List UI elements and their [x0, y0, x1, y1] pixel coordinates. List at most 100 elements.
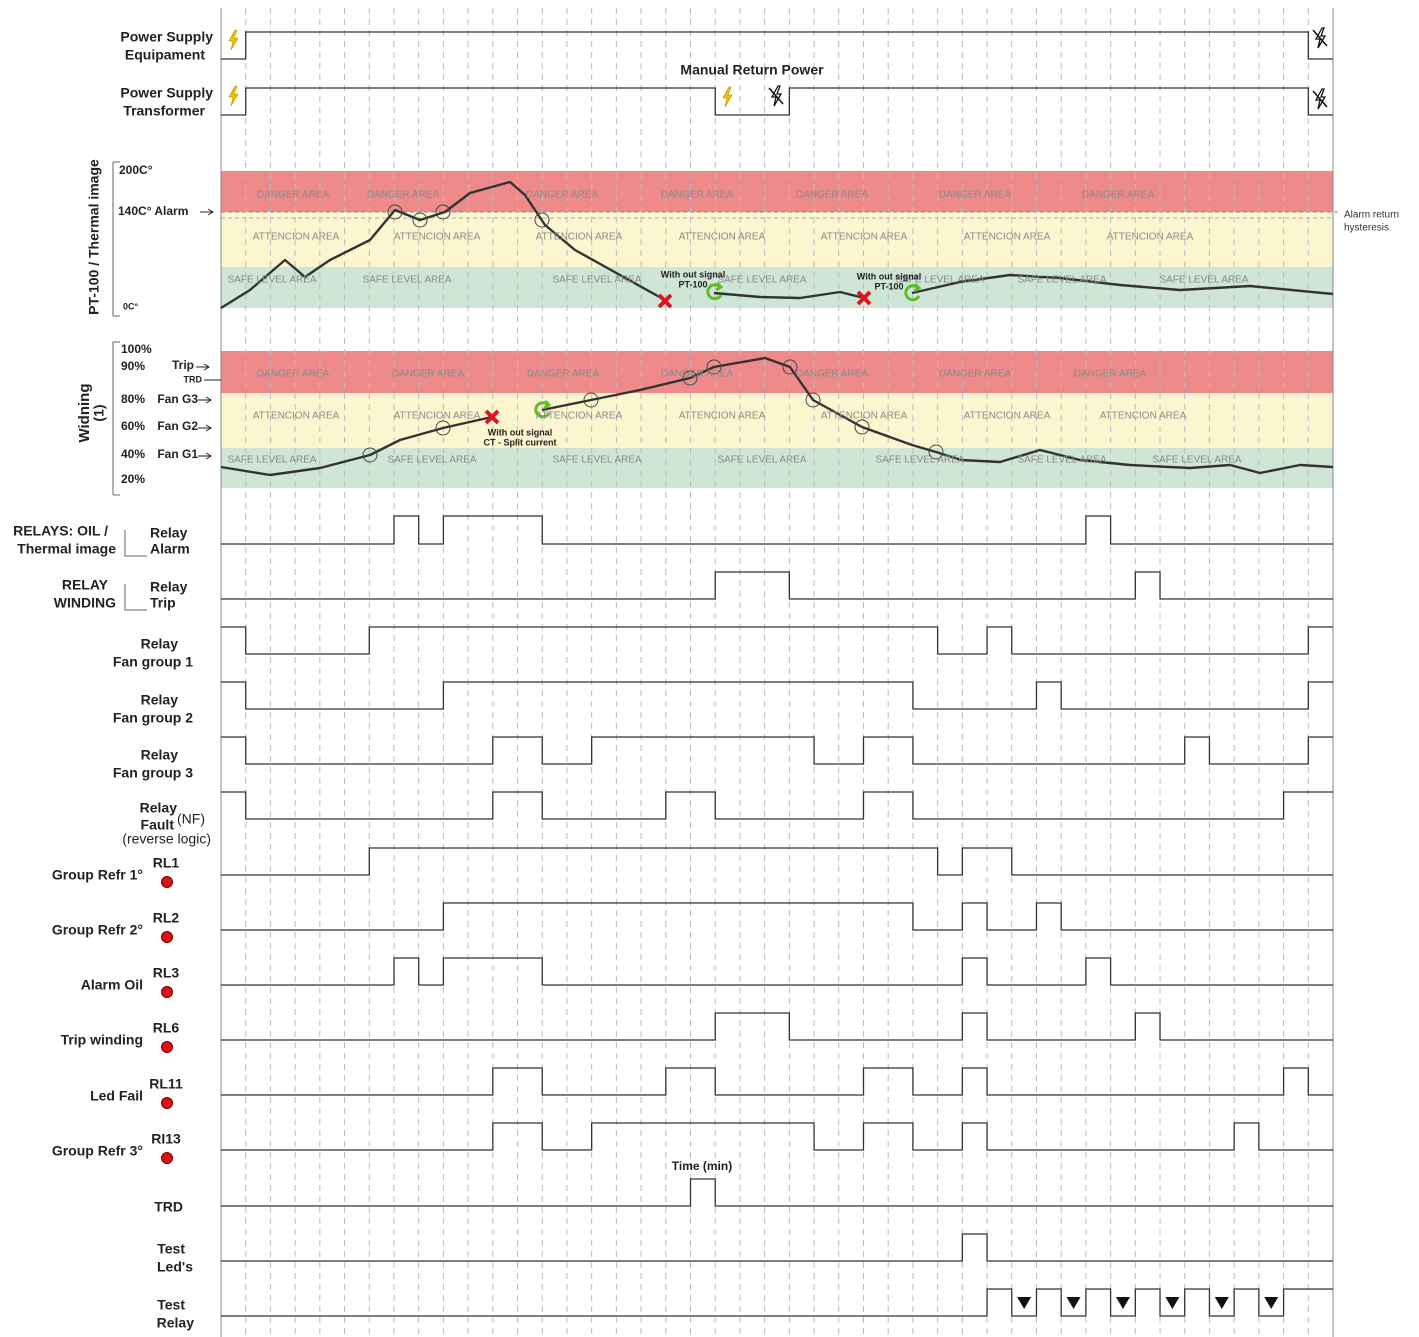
thermal-safe: [221, 267, 1333, 308]
status-led: [161, 986, 173, 998]
crossing: [682, 370, 698, 386]
label: Trip winding: [61, 1032, 143, 1048]
crossing: [928, 444, 944, 460]
label: 20%: [121, 472, 145, 486]
label: SAFE LEVEL AREA: [717, 275, 806, 286]
winding-curve: [220, 415, 493, 477]
label: RELAYS: OIL /: [13, 523, 108, 539]
label: Fan G3: [157, 392, 198, 406]
label: 200C°: [119, 163, 153, 177]
waveform: [221, 515, 1333, 545]
label: Widning: [76, 383, 93, 442]
crossing: [805, 392, 821, 408]
power-off: [1312, 90, 1328, 108]
label: DANGER AREA: [392, 369, 465, 380]
label: Fault: [141, 817, 175, 833]
label: ATTENCION AREA: [1100, 411, 1187, 422]
test-marker: [1066, 1297, 1081, 1309]
label: PT-100 / Thermal image: [86, 159, 102, 315]
label: Trip: [150, 595, 176, 611]
label: ATTENCION AREA: [394, 411, 481, 422]
label: RELAY: [62, 577, 109, 593]
label: Power Supply: [120, 85, 213, 101]
power-on: [228, 85, 239, 107]
label: PT-100: [678, 279, 707, 289]
waveform: [221, 681, 1333, 710]
label: Relay: [141, 692, 179, 708]
label: DANGER AREA: [796, 190, 869, 201]
label: PT-100: [874, 281, 903, 291]
label: RI13: [151, 1131, 181, 1147]
waveform: [221, 902, 1333, 931]
label: ATTENCION AREA: [253, 232, 340, 243]
label: SAFE LEVEL AREA: [1159, 275, 1248, 286]
label: SAFE LEVEL AREA: [227, 455, 316, 466]
label: Alarm: [150, 541, 190, 557]
waveform: [221, 736, 1333, 765]
winding-danger: [221, 351, 1333, 393]
waveform: [221, 1178, 1333, 1207]
label: Trip: [172, 358, 194, 372]
label: Equipament: [125, 47, 205, 63]
crossing: [854, 419, 870, 435]
label: Thermal image: [17, 541, 116, 557]
label: DANGER AREA: [367, 190, 440, 201]
fault-x: [484, 409, 500, 425]
label: 60%: [121, 419, 145, 433]
label: ATTENCION AREA: [253, 411, 340, 422]
status-led: [161, 876, 173, 888]
label: With out signal: [488, 427, 552, 437]
label: With out signal: [857, 271, 921, 281]
waveform: [221, 957, 1333, 986]
label: DANGER AREA: [257, 190, 330, 201]
label: Manual Return Power: [680, 62, 824, 78]
label: SAFE LEVEL AREA: [717, 455, 806, 466]
label: DANGER AREA: [1082, 190, 1155, 201]
label: DANGER AREA: [661, 190, 734, 201]
label: ATTENCION AREA: [1107, 232, 1194, 243]
label: SAFE LEVEL AREA: [227, 275, 316, 286]
waveform: [221, 1067, 1333, 1096]
label: Relay: [150, 579, 188, 595]
winding-safe: [221, 448, 1333, 488]
label: 80%: [121, 392, 145, 406]
status-led: [161, 1097, 173, 1109]
label: Time (min): [672, 1159, 732, 1173]
waveform: [221, 571, 1333, 600]
label: SAFE LEVEL AREA: [1152, 455, 1241, 466]
recover: [904, 282, 922, 302]
arrow: [196, 363, 221, 460]
label: 40%: [121, 447, 145, 461]
label: Transformer: [123, 103, 205, 119]
label: Led's: [157, 1259, 193, 1275]
label: Relay: [141, 747, 179, 763]
label: DANGER AREA: [527, 369, 600, 380]
test-marker: [1264, 1297, 1279, 1309]
label: Relay: [157, 1315, 195, 1331]
thermal-curve: [911, 273, 1334, 296]
label: ATTENCION AREA: [679, 411, 766, 422]
label: TRD: [184, 374, 203, 384]
label: WINDING: [54, 595, 116, 611]
label: SAFE LEVEL AREA: [1017, 275, 1106, 286]
label: Relay: [140, 800, 178, 816]
label: TRD: [154, 1199, 183, 1215]
label: ATTENCION AREA: [679, 232, 766, 243]
label: DANGER AREA: [257, 369, 330, 380]
label: SAFE LEVEL AREA: [895, 275, 984, 286]
label: ATTENCION AREA: [821, 411, 908, 422]
thermal-attention: [221, 212, 1333, 267]
label: Relay: [150, 525, 188, 541]
label: Group Refr 3°: [52, 1143, 143, 1159]
label: DANGER AREA: [661, 369, 734, 380]
recover: [706, 281, 724, 301]
status-led: [161, 931, 173, 943]
thermal-danger: [221, 171, 1333, 212]
test-marker: [1165, 1297, 1180, 1309]
label: (NF): [177, 811, 205, 827]
label: ATTENCION AREA: [536, 411, 623, 422]
label: ATTENCION AREA: [964, 232, 1051, 243]
waveform: [221, 1012, 1333, 1041]
label: 90%: [121, 359, 145, 373]
